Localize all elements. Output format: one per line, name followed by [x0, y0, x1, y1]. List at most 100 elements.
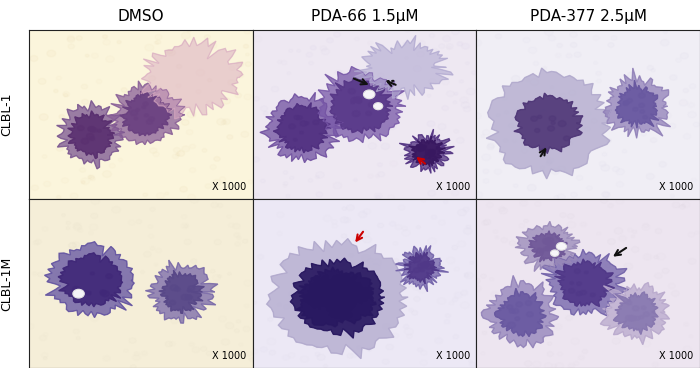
Circle shape: [550, 86, 554, 89]
Circle shape: [64, 263, 71, 269]
Circle shape: [568, 142, 573, 145]
Circle shape: [682, 204, 685, 207]
Circle shape: [234, 242, 241, 246]
Text: X 1000: X 1000: [659, 351, 693, 361]
Circle shape: [524, 361, 532, 367]
Circle shape: [639, 324, 646, 329]
Circle shape: [430, 149, 435, 153]
Circle shape: [366, 117, 370, 120]
Circle shape: [458, 209, 466, 216]
Circle shape: [117, 40, 121, 44]
Circle shape: [258, 255, 264, 259]
Circle shape: [67, 37, 75, 42]
Circle shape: [150, 148, 157, 153]
Circle shape: [519, 118, 526, 123]
Circle shape: [32, 272, 37, 276]
Circle shape: [470, 261, 474, 264]
Circle shape: [519, 200, 528, 206]
Circle shape: [141, 270, 145, 274]
Circle shape: [356, 99, 362, 103]
Circle shape: [643, 116, 648, 119]
Circle shape: [564, 136, 570, 141]
Circle shape: [363, 90, 374, 99]
Circle shape: [211, 202, 218, 208]
Circle shape: [320, 46, 327, 51]
Circle shape: [344, 76, 348, 79]
Circle shape: [253, 301, 257, 304]
Circle shape: [438, 298, 446, 304]
Circle shape: [651, 69, 655, 72]
Circle shape: [560, 266, 564, 269]
Circle shape: [32, 185, 38, 191]
Circle shape: [377, 223, 384, 228]
Circle shape: [557, 194, 565, 200]
Circle shape: [120, 288, 128, 294]
Circle shape: [347, 98, 356, 104]
Circle shape: [601, 125, 606, 129]
Circle shape: [540, 250, 544, 253]
Circle shape: [418, 263, 424, 268]
Circle shape: [550, 243, 557, 249]
Circle shape: [510, 309, 514, 313]
Circle shape: [378, 172, 384, 177]
Circle shape: [372, 87, 377, 90]
Circle shape: [251, 348, 258, 354]
Polygon shape: [495, 288, 546, 337]
Circle shape: [223, 119, 230, 124]
Circle shape: [30, 56, 38, 61]
Circle shape: [171, 318, 178, 324]
Circle shape: [571, 338, 580, 344]
Circle shape: [277, 149, 284, 155]
Circle shape: [395, 224, 402, 230]
Circle shape: [601, 164, 610, 171]
Circle shape: [358, 211, 367, 218]
Polygon shape: [146, 260, 218, 323]
Circle shape: [347, 319, 356, 325]
Circle shape: [102, 291, 109, 297]
Circle shape: [547, 126, 554, 131]
Circle shape: [386, 344, 393, 350]
Circle shape: [295, 125, 300, 129]
Circle shape: [143, 102, 148, 106]
Circle shape: [655, 229, 662, 234]
Circle shape: [473, 278, 480, 284]
Circle shape: [606, 139, 611, 142]
Circle shape: [631, 235, 635, 238]
Circle shape: [289, 124, 295, 129]
Circle shape: [643, 223, 648, 227]
Circle shape: [85, 119, 92, 125]
Circle shape: [416, 145, 424, 151]
Text: PDA-377 2.5μM: PDA-377 2.5μM: [530, 9, 647, 24]
Circle shape: [309, 61, 314, 65]
Circle shape: [306, 52, 312, 57]
Circle shape: [307, 153, 314, 158]
Circle shape: [639, 103, 645, 107]
Circle shape: [639, 316, 644, 319]
Circle shape: [430, 49, 438, 54]
Circle shape: [289, 49, 293, 52]
Circle shape: [237, 236, 242, 240]
Circle shape: [454, 92, 458, 95]
Circle shape: [76, 337, 80, 340]
Circle shape: [680, 205, 685, 209]
Circle shape: [413, 162, 419, 166]
Polygon shape: [309, 267, 363, 307]
Circle shape: [652, 362, 659, 367]
Circle shape: [516, 302, 523, 307]
Circle shape: [213, 275, 220, 280]
Circle shape: [162, 282, 169, 288]
Circle shape: [461, 290, 468, 296]
Circle shape: [542, 238, 550, 244]
Circle shape: [277, 60, 282, 63]
Circle shape: [372, 259, 381, 266]
Circle shape: [297, 49, 300, 52]
Circle shape: [277, 303, 281, 306]
Circle shape: [556, 230, 560, 233]
Circle shape: [481, 135, 485, 138]
Circle shape: [454, 130, 458, 133]
Circle shape: [315, 352, 320, 356]
Circle shape: [626, 290, 635, 296]
Polygon shape: [107, 81, 185, 145]
Circle shape: [622, 149, 626, 153]
Circle shape: [190, 197, 199, 203]
